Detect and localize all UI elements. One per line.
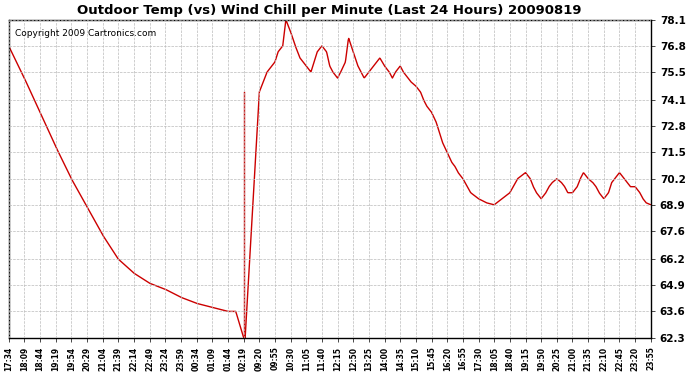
Title: Outdoor Temp (vs) Wind Chill per Minute (Last 24 Hours) 20090819: Outdoor Temp (vs) Wind Chill per Minute … (77, 4, 582, 17)
Text: Copyright 2009 Cartronics.com: Copyright 2009 Cartronics.com (15, 29, 157, 38)
